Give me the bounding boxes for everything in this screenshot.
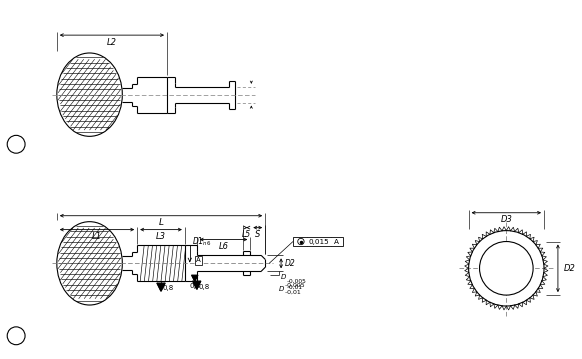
Text: L2: L2 [107, 38, 117, 47]
Text: L: L [158, 218, 164, 227]
Text: D2: D2 [285, 259, 296, 268]
Text: L6: L6 [218, 242, 229, 251]
Polygon shape [192, 275, 198, 281]
Text: D3: D3 [501, 215, 512, 224]
Polygon shape [157, 283, 165, 291]
Text: A: A [334, 238, 339, 244]
Text: L5: L5 [242, 230, 251, 239]
Text: L3: L3 [156, 232, 166, 241]
Ellipse shape [57, 222, 122, 305]
Circle shape [7, 327, 25, 345]
Text: –0,005: –0,005 [287, 279, 307, 284]
Circle shape [298, 238, 304, 245]
Text: A: A [13, 331, 19, 341]
Circle shape [480, 242, 533, 295]
Text: L1: L1 [92, 232, 102, 241]
Polygon shape [193, 281, 201, 289]
Text: –0,01: –0,01 [285, 290, 302, 295]
Text: A: A [196, 257, 201, 264]
Text: 0,8: 0,8 [163, 285, 174, 291]
Text: D: D [281, 274, 286, 280]
Text: D2: D2 [564, 264, 576, 273]
Text: –0,005: –0,005 [285, 283, 306, 288]
Circle shape [469, 230, 544, 306]
Text: 0,8: 0,8 [189, 283, 200, 289]
Text: D: D [279, 286, 285, 292]
Ellipse shape [57, 53, 122, 136]
Text: 0,015: 0,015 [308, 238, 329, 244]
Circle shape [7, 135, 25, 153]
Text: S: S [255, 230, 261, 239]
Text: –0,01: –0,01 [287, 285, 303, 290]
Text: B: B [13, 139, 20, 149]
Text: 0,8: 0,8 [198, 284, 210, 290]
Bar [293, 237, 343, 247]
Text: $D1_{n6}$: $D1_{n6}$ [192, 235, 211, 248]
